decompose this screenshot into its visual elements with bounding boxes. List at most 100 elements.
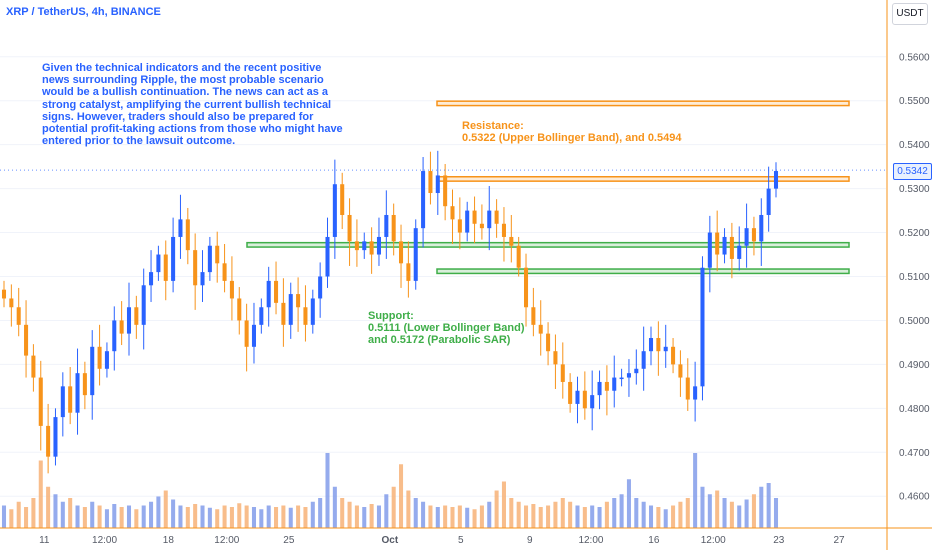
- volume-bar: [773, 498, 779, 528]
- y-tick-label: 0.5300: [899, 184, 930, 195]
- candle-body: [766, 188, 771, 215]
- volume-bar: [310, 501, 315, 528]
- y-tick-label: 0.4800: [899, 404, 930, 415]
- candle-body: [421, 171, 426, 229]
- volume-bar: [553, 501, 558, 528]
- candle-body: [487, 210, 492, 229]
- x-tick-label: 11: [39, 535, 50, 546]
- candle-body: [759, 214, 764, 242]
- candle-body: [9, 298, 14, 308]
- symbol-title[interactable]: XRP / TetherUS, 4h, BINANCE: [6, 6, 161, 18]
- candle-body: [325, 236, 330, 277]
- volume-bar: [281, 505, 286, 528]
- candle-body: [472, 210, 477, 224]
- candle-body: [82, 373, 87, 396]
- candle-body: [303, 307, 308, 325]
- candle-body: [678, 364, 683, 378]
- volume-bar: [443, 505, 448, 528]
- x-tick-label: 12:00: [701, 535, 726, 546]
- volume-bar: [24, 507, 29, 528]
- candle-body: [222, 263, 227, 281]
- volume-bar: [362, 507, 367, 528]
- volume-bar: [200, 505, 205, 528]
- volume-bar: [685, 498, 690, 528]
- resistance-zone: [436, 100, 850, 107]
- candle-body: [244, 320, 249, 347]
- candle-body: [751, 228, 756, 242]
- volume-bar: [391, 486, 396, 528]
- currency-badge[interactable]: USDT: [892, 3, 928, 25]
- volume-bar: [700, 486, 705, 528]
- support-note: Support: 0.5111 (Lower Bollinger Band) a…: [368, 310, 568, 346]
- volume-bar: [251, 507, 257, 528]
- volume-bar: [413, 498, 418, 528]
- x-tick-label: Oct: [382, 535, 399, 546]
- candle-body: [399, 241, 404, 264]
- volume-bar: [626, 479, 631, 528]
- candle-body: [685, 377, 690, 400]
- volume-bar: [399, 464, 404, 528]
- volume-bar: [38, 460, 43, 528]
- volume-bar: [428, 505, 433, 528]
- volume-bar: [112, 504, 117, 528]
- candle-body: [362, 241, 367, 251]
- candle-body: [251, 324, 257, 347]
- support-line-1: 0.5111 (Lower Bollinger Band): [368, 322, 525, 334]
- volume-bar: [354, 505, 359, 528]
- candle-body: [207, 245, 212, 273]
- candle-body: [193, 250, 198, 286]
- volume-bar: [766, 483, 771, 528]
- analysis-note: Given the technical indicators and the r…: [42, 62, 343, 148]
- volume-bar: [450, 507, 455, 528]
- candle-body: [435, 175, 440, 194]
- volume-bar: [288, 507, 293, 528]
- support-title: Support:: [368, 310, 414, 322]
- volume-bar: [31, 498, 36, 528]
- volume-bar: [582, 507, 587, 528]
- volume-bar: [560, 498, 565, 528]
- volume-bar: [384, 494, 389, 528]
- volume-bar: [369, 504, 374, 528]
- candle-body: [126, 307, 132, 334]
- volume-bar: [237, 503, 242, 528]
- candle-body: [413, 228, 418, 281]
- volume-bar: [163, 490, 168, 528]
- candle-body: [634, 368, 639, 374]
- candle-body: [538, 324, 543, 334]
- candle-body: [663, 346, 668, 352]
- volume-bar: [90, 501, 95, 528]
- volume-bar: [634, 498, 639, 528]
- volume-bar: [619, 494, 624, 528]
- x-tick-label: 27: [833, 535, 845, 546]
- candle-body: [523, 267, 529, 308]
- candle-body: [626, 373, 631, 378]
- candle-body: [112, 320, 117, 352]
- volume-bar: [229, 507, 234, 528]
- candle-body: [457, 219, 462, 233]
- volume-bar: [53, 494, 58, 528]
- candle-body: [531, 307, 536, 325]
- candle-body: [729, 236, 734, 259]
- volume-bar: [171, 499, 176, 528]
- volume-bar: [523, 505, 529, 528]
- volume-bar: [759, 486, 764, 528]
- volume-bar: [178, 505, 183, 528]
- candle-body: [715, 232, 720, 255]
- sr-zones: [246, 100, 850, 275]
- candle-body: [516, 245, 521, 268]
- candle-body: [163, 254, 168, 281]
- candle-body: [369, 241, 374, 255]
- volume-bar: [421, 501, 426, 528]
- candle-body: [75, 373, 80, 413]
- volume-bar: [46, 486, 51, 528]
- volume-bar: [75, 505, 80, 528]
- candles: [1, 150, 779, 474]
- candle-body: [722, 236, 727, 255]
- candle-body: [149, 272, 154, 286]
- current-price-tag: 0.5342: [893, 163, 932, 180]
- support-zone: [436, 268, 850, 275]
- volume-bar: [215, 509, 220, 528]
- volume-bar: [487, 501, 492, 528]
